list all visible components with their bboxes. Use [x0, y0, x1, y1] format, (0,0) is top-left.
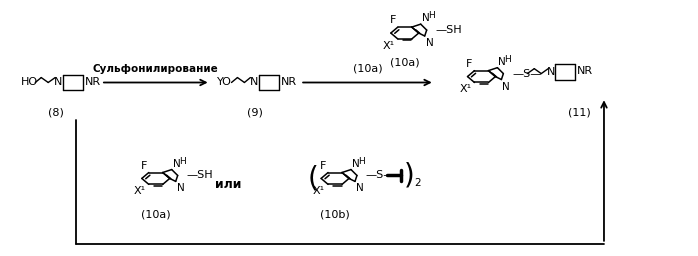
Text: или: или — [215, 178, 242, 191]
Text: N: N — [54, 78, 62, 88]
Text: ): ) — [403, 162, 414, 189]
Text: —S—: —S— — [366, 170, 395, 180]
Text: F: F — [140, 161, 147, 170]
Text: NR: NR — [577, 66, 593, 76]
Text: (11): (11) — [567, 107, 591, 117]
Text: (10a): (10a) — [141, 209, 170, 219]
Text: (8): (8) — [48, 107, 64, 117]
Text: HO: HO — [22, 78, 38, 88]
Text: (10a): (10a) — [390, 58, 419, 68]
Text: N: N — [250, 78, 258, 88]
Text: F: F — [389, 15, 396, 25]
Text: N: N — [503, 81, 510, 91]
Text: —S—: —S— — [512, 69, 542, 79]
Text: (9): (9) — [247, 107, 263, 117]
Text: N: N — [172, 158, 181, 168]
Text: X¹: X¹ — [383, 41, 395, 51]
Text: F: F — [320, 161, 326, 170]
Text: —SH: —SH — [186, 170, 214, 180]
Text: H: H — [505, 55, 511, 64]
Text: NR: NR — [85, 77, 101, 87]
Text: N: N — [422, 13, 429, 23]
Text: H: H — [358, 157, 365, 166]
Text: N: N — [177, 183, 184, 193]
Text: N: N — [352, 158, 359, 168]
Text: N: N — [547, 67, 556, 77]
Text: X¹: X¹ — [313, 186, 325, 196]
Text: YO: YO — [216, 78, 232, 88]
Text: —SH: —SH — [436, 25, 462, 35]
Text: X¹: X¹ — [134, 186, 146, 196]
Text: F: F — [466, 59, 473, 69]
Text: (10b): (10b) — [320, 209, 350, 219]
Text: H: H — [179, 157, 186, 166]
Text: N: N — [426, 38, 433, 48]
Text: NR: NR — [281, 77, 297, 87]
Text: (10a): (10a) — [353, 64, 383, 74]
Text: N: N — [356, 183, 364, 193]
Text: X¹: X¹ — [459, 84, 472, 94]
Text: (: ( — [308, 164, 318, 193]
Text: 2: 2 — [415, 178, 422, 188]
Text: H: H — [428, 11, 434, 20]
Text: Сульфонилирование: Сульфонилирование — [93, 64, 218, 74]
Text: N: N — [498, 57, 506, 67]
